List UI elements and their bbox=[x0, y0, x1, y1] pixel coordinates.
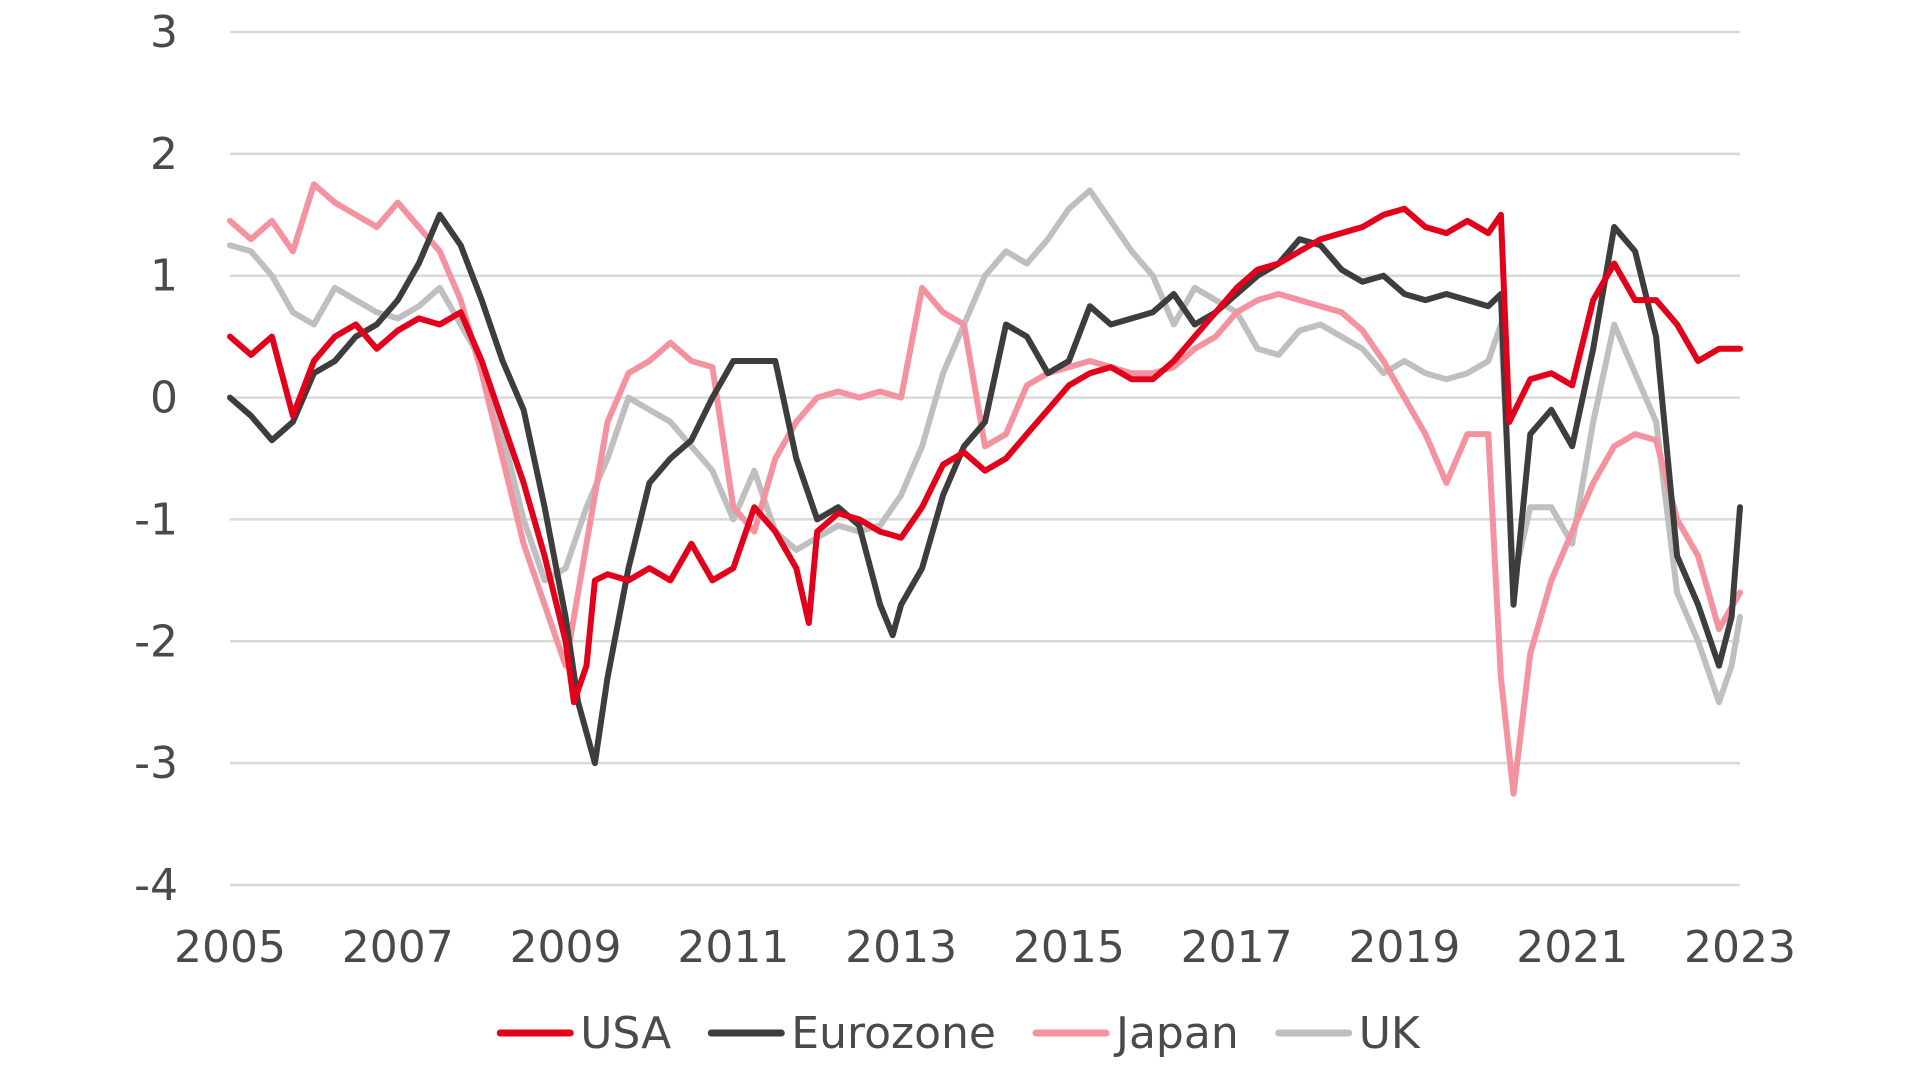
y-tick-label: -4 bbox=[134, 860, 178, 911]
x-tick-label: 2013 bbox=[845, 922, 957, 973]
x-tick-label: 2005 bbox=[174, 922, 286, 973]
x-tick-label: 2021 bbox=[1516, 922, 1628, 973]
y-tick-label: -2 bbox=[134, 616, 178, 667]
series-line-eurozone bbox=[227, 211, 1743, 767]
legend: USA Eurozone Japan UK bbox=[496, 1008, 1421, 1059]
y-tick-label: 1 bbox=[150, 251, 178, 302]
legend-item-usa: USA bbox=[496, 1008, 671, 1059]
x-tick-label: 2019 bbox=[1348, 922, 1460, 973]
y-tick-label: -1 bbox=[134, 494, 178, 545]
x-tick-label: 2017 bbox=[1181, 922, 1293, 973]
legend-label: Japan bbox=[1113, 1008, 1239, 1059]
grid-layer bbox=[230, 30, 1740, 887]
y-axis-tick-labels: 3 2 1 0 -1 -2 -3 -4 bbox=[134, 7, 178, 911]
series-line-usa bbox=[227, 205, 1743, 706]
legend-label: Eurozone bbox=[791, 1008, 996, 1059]
legend-item-japan: Japan bbox=[1032, 1008, 1239, 1059]
y-tick-label: 0 bbox=[150, 373, 178, 424]
legend-item-uk: UK bbox=[1275, 1008, 1421, 1059]
x-tick-label: 2009 bbox=[510, 922, 622, 973]
legend-item-eurozone: Eurozone bbox=[707, 1008, 996, 1059]
y-tick-label: 2 bbox=[150, 129, 178, 180]
x-tick-label: 2023 bbox=[1684, 922, 1796, 973]
series-line-japan bbox=[227, 181, 1743, 797]
series-layer bbox=[227, 181, 1743, 797]
x-tick-label: 2007 bbox=[342, 922, 454, 973]
legend-label: UK bbox=[1359, 1008, 1421, 1059]
x-tick-label: 2011 bbox=[677, 922, 789, 973]
y-tick-label: 3 bbox=[150, 7, 178, 58]
x-tick-label: 2015 bbox=[1013, 922, 1125, 973]
legend-label: USA bbox=[580, 1008, 671, 1059]
x-axis-tick-labels: 2005 2007 2009 2011 2013 2015 2017 2019 2021 2023 bbox=[174, 922, 1796, 973]
y-tick-label: -3 bbox=[134, 738, 178, 789]
